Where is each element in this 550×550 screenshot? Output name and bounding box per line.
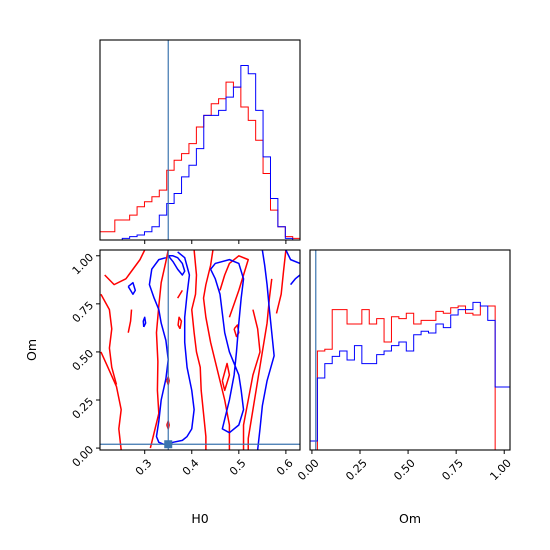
contour-blue-level-6 [285,250,300,265]
contour-blue-level-0 [127,281,137,295]
contour-red-level-1 [100,351,122,450]
om-x-tick-label: 0.25 [343,457,370,484]
om-y-tick-label: 0.25 [70,395,97,422]
om-y-tick-label: 0.75 [70,299,97,326]
contour-red-level-5 [177,289,183,299]
om-histogram-frame [309,249,511,451]
h0-histogram-frame [99,39,301,241]
om-y-tick-label: 1.00 [70,251,97,278]
om-x-tick-label: 0.75 [439,457,466,484]
contour-red-level-14 [242,309,261,450]
contour-frame [99,249,301,451]
contour-blue-level-4 [209,258,245,434]
contour-red-level-10 [202,250,231,450]
om-x-tick-label: 0.50 [391,457,418,484]
truth-marker [164,440,173,449]
om-y-tick-label: 0.00 [70,443,97,470]
h0-x-tick-label: 0.3 [133,457,155,479]
contour-red-level-8 [177,316,183,330]
contour-blue-level-7 [290,274,300,286]
contour-blue-level-2 [167,255,186,276]
contour-red-level-9 [191,250,207,450]
x-axis-label-h0: H0 [191,511,208,526]
contour-red-level-2 [100,293,118,385]
contour-red-level-3 [127,309,133,333]
x-axis-label-om: Om [399,511,421,526]
om-histogram-panel: 0.00 0.25 0.50 0.75 1.00 [295,249,514,484]
contour-blue-level-1 [142,316,147,328]
om-histogram-red-series [310,305,510,450]
h0-histogram-panel [99,39,301,244]
h0-histogram-blue-series [100,64,300,240]
contour-red-level-16 [275,250,287,314]
om-y-tick-label: 0.50 [70,347,97,374]
contour-red-level-13 [221,362,231,392]
contour-blue-level-3 [148,251,195,445]
y-axis-label-om: Om [24,339,39,361]
h0-x-tick-label: 0.5 [227,457,249,479]
contour-red-level-0 [104,250,146,286]
h0-x-tick-label: 0.6 [274,457,296,479]
contour-red-level-4 [149,250,169,449]
h0-x-tick-label: 0.4 [180,457,202,479]
om-histogram-blue-series [310,301,510,450]
contour-red-level-12 [233,324,240,338]
contour-red-level-11 [219,255,249,318]
om-x-tick-label: 0.00 [295,457,322,484]
contour-blue-level-5 [256,250,275,450]
h0-om-contour-panel: 0.3 0.4 0.5 0.6 0.00 0.25 0.50 0.75 1.00 [70,249,301,479]
om-x-tick-label: 1.00 [487,457,514,484]
